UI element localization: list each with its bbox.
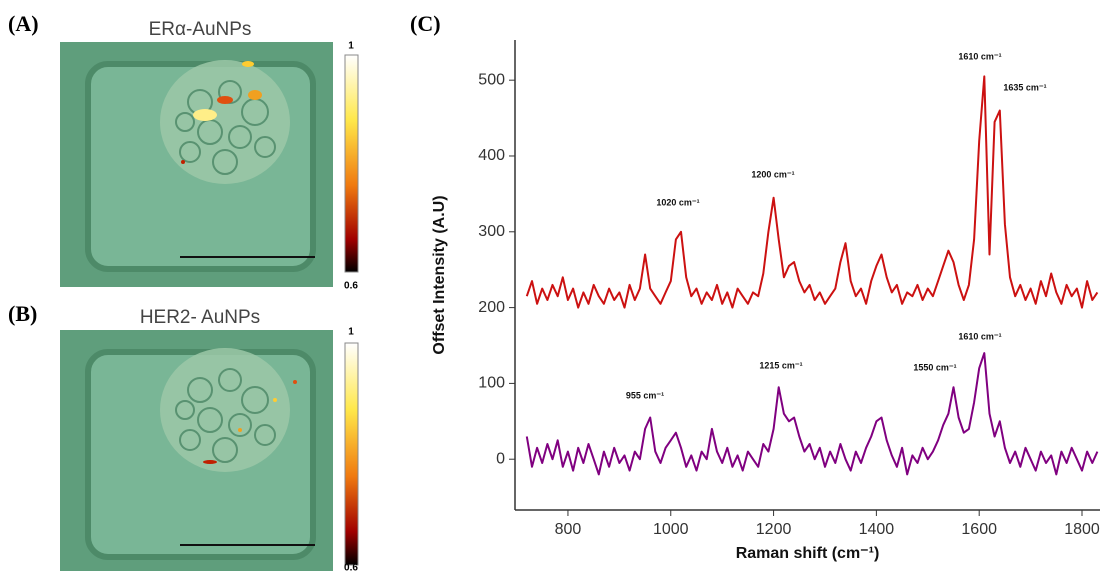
hotspots	[181, 61, 262, 164]
peak-annotation: 1550 cm⁻¹	[913, 362, 956, 372]
panel-title: ERα-AuNPs	[149, 19, 252, 40]
y-tick-label: 0	[496, 450, 505, 467]
y-tick-label: 300	[478, 223, 505, 240]
x-tick-label: 1600	[961, 521, 997, 538]
colorbar-max: 1	[348, 327, 354, 338]
chart: 0 100 200 300 400 500 800 1000 1200 1400 1600 1800 R…	[431, 40, 1100, 562]
panel-label: (A)	[8, 11, 39, 36]
series-line	[525, 75, 1099, 309]
y-tick-label: 500	[478, 71, 505, 88]
y-tick-label: 200	[478, 299, 505, 316]
peak-annotation: 955 cm⁻¹	[626, 390, 664, 400]
x-tick-label: 1200	[756, 521, 792, 538]
series-line	[525, 352, 1099, 476]
peak-annotation: 1610 cm⁻¹	[958, 331, 1001, 341]
micrograph	[60, 42, 333, 287]
x-axis-title: Raman shift (cm⁻¹)	[736, 545, 880, 562]
colorbar-min: 0.6	[344, 563, 358, 571]
y-axis-title: Offset Intensity (A.U)	[431, 195, 448, 354]
peak-annotation: 1200 cm⁻¹	[751, 169, 794, 179]
colorbar-min: 0.6	[344, 281, 358, 292]
x-tick-label: 1400	[859, 521, 895, 538]
peak-annotation: 1635 cm⁻¹	[1003, 82, 1046, 92]
x-tick-label: 1800	[1064, 521, 1100, 538]
y-tick-label: 100	[478, 375, 505, 392]
peak-annotation: 1215 cm⁻¹	[759, 360, 802, 370]
peak-annotation: 1610 cm⁻¹	[958, 51, 1001, 61]
colorbar	[344, 342, 359, 566]
panel-title: HER2- AuNPs	[140, 307, 260, 328]
peak-annotation: 1020 cm⁻¹	[656, 197, 699, 207]
x-tick-label: 800	[555, 521, 582, 538]
colorbar-max: 1	[348, 41, 354, 52]
panel-label: (C)	[410, 11, 441, 36]
x-tick-label: 1000	[653, 521, 689, 538]
panel-label: (B)	[8, 301, 37, 326]
micrograph	[60, 330, 333, 571]
colorbar	[344, 54, 359, 273]
y-tick-label: 400	[478, 147, 505, 164]
hotspots	[203, 380, 297, 464]
